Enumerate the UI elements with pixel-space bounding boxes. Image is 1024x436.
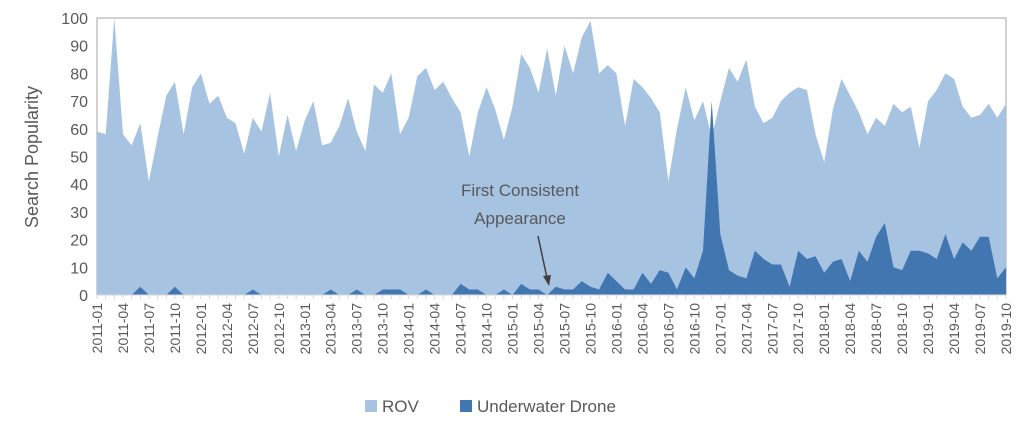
x-tick-label: 2018-07 bbox=[868, 303, 884, 355]
x-tick-label: 2017-04 bbox=[738, 303, 754, 355]
annotation-text-line2: Appearance bbox=[474, 209, 566, 228]
x-tick-label: 2011-10 bbox=[167, 303, 183, 354]
x-tick-label: 2012-10 bbox=[271, 303, 287, 355]
y-tick-label: 30 bbox=[70, 205, 88, 222]
x-tick-label: 2012-07 bbox=[245, 303, 261, 355]
annotation-arrow bbox=[537, 235, 548, 279]
annotation-arrowhead bbox=[543, 275, 551, 286]
x-tick-label: 2019-10 bbox=[998, 303, 1014, 355]
legend-label-drone: Underwater Drone bbox=[477, 397, 616, 416]
x-tick-label: 2016-10 bbox=[686, 303, 702, 355]
x-tick-label: 2011-04 bbox=[115, 303, 131, 354]
y-tick-label: 90 bbox=[70, 39, 88, 56]
legend-label-rov: ROV bbox=[382, 397, 420, 416]
y-axis-title: Search Popularity bbox=[22, 86, 42, 228]
y-tick-label: 0 bbox=[79, 288, 88, 305]
x-tick-label: 2017-07 bbox=[764, 303, 780, 355]
legend: ROV Underwater Drone bbox=[365, 397, 616, 416]
y-tick-label: 10 bbox=[70, 260, 88, 277]
area-series-rov bbox=[97, 18, 1006, 295]
x-tick-label: 2015-07 bbox=[556, 303, 572, 355]
x-tick-label: 2015-01 bbox=[505, 303, 521, 355]
y-tick-label: 80 bbox=[70, 66, 88, 83]
legend-swatch-drone bbox=[460, 400, 472, 412]
x-tick-label: 2013-07 bbox=[349, 303, 365, 355]
y-tick-label: 70 bbox=[70, 94, 88, 111]
x-tick-label: 2018-10 bbox=[894, 303, 910, 355]
area-series-underwater-drone bbox=[97, 101, 1006, 295]
legend-swatch-rov bbox=[365, 400, 377, 412]
x-tick-label: 2016-01 bbox=[608, 303, 624, 355]
x-tick-label: 2014-10 bbox=[479, 303, 495, 355]
x-tick-label: 2015-04 bbox=[531, 303, 547, 355]
y-tick-label: 60 bbox=[70, 122, 88, 139]
x-tick-label: 2014-07 bbox=[453, 303, 469, 355]
x-tick-label: 2012-01 bbox=[193, 303, 209, 355]
x-tick-label: 2013-10 bbox=[375, 303, 391, 355]
y-tick-label: 40 bbox=[70, 177, 88, 194]
x-tick-label: 2018-04 bbox=[842, 303, 858, 355]
x-tick-label: 2017-01 bbox=[712, 303, 728, 355]
x-tick-label: 2016-04 bbox=[634, 303, 650, 355]
annotation: First Consistent Appearance bbox=[461, 181, 579, 286]
x-tick-label: 2013-01 bbox=[297, 303, 313, 355]
y-tick-label: 20 bbox=[70, 233, 88, 250]
y-tick-label: 50 bbox=[70, 150, 88, 167]
x-tick-label: 2014-01 bbox=[401, 303, 417, 355]
x-tick-label: 2019-04 bbox=[946, 303, 962, 355]
x-tick-label: 2015-10 bbox=[582, 303, 598, 355]
x-tick-label: 2018-01 bbox=[816, 303, 832, 355]
x-tick-label: 2017-10 bbox=[790, 303, 806, 355]
x-tick-label: 2012-04 bbox=[219, 303, 235, 355]
x-tick-label: 2013-04 bbox=[323, 303, 339, 355]
x-tick-label: 2011-07 bbox=[141, 303, 157, 354]
x-tick-label: 2016-07 bbox=[660, 303, 676, 355]
x-tick-label: 2014-04 bbox=[427, 303, 443, 355]
x-tick-label: 2011-01 bbox=[89, 303, 105, 354]
y-tick-label: 100 bbox=[61, 11, 88, 28]
annotation-text-line1: First Consistent bbox=[461, 181, 579, 200]
x-tick-label: 2019-07 bbox=[972, 303, 988, 355]
x-tick-label: 2019-01 bbox=[920, 303, 936, 355]
